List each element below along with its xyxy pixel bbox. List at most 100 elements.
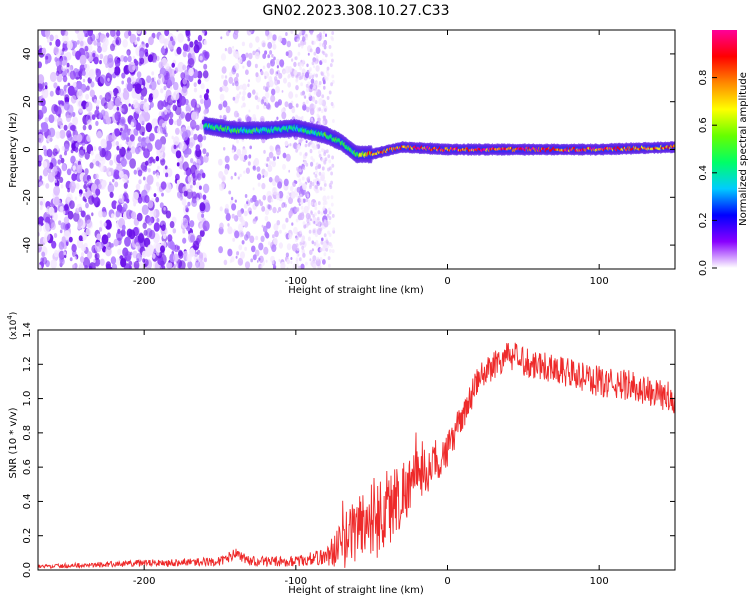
noise-speckle: [248, 52, 253, 60]
noise-speckle: [250, 258, 254, 263]
y-tick-label: 0.4: [22, 493, 33, 509]
noise-speckle: [313, 90, 317, 95]
noise-speckle: [227, 248, 233, 257]
noise-speckle: [59, 129, 66, 139]
noise-speckle: [285, 217, 289, 223]
colorbar-ticks: 0.0 0.2 0.4 0.6 0.8: [698, 70, 717, 276]
noise-speckle: [321, 221, 325, 226]
noise-speckle: [165, 172, 169, 178]
noise-speckle: [329, 248, 332, 253]
noise-speckle: [180, 111, 186, 119]
y-tick-label: 40: [22, 48, 33, 61]
noise-speckle: [242, 102, 246, 108]
noise-speckle: [295, 193, 298, 198]
noise-speckle: [42, 256, 48, 265]
noise-speckle: [111, 140, 116, 147]
noise-speckle: [126, 82, 133, 92]
noise-speckle: [320, 240, 324, 245]
noise-speckle: [317, 224, 321, 229]
noise-speckle: [81, 210, 86, 218]
noise-speckle: [232, 237, 236, 242]
noise-speckle: [306, 217, 310, 224]
noise-speckle: [277, 101, 281, 106]
noise-speckle: [227, 46, 233, 55]
noise-speckle: [300, 263, 305, 269]
noise-speckle: [55, 39, 61, 47]
noise-speckle: [78, 235, 83, 242]
noise-speckle: [272, 43, 277, 50]
noise-speckle: [284, 101, 289, 108]
noise-speckle: [85, 188, 88, 193]
x-tick-label: 100: [590, 576, 609, 587]
spectrogram-data-layer: [38, 30, 675, 269]
noise-speckle: [268, 80, 274, 88]
noise-speckle: [78, 90, 83, 97]
noise-speckle: [104, 219, 112, 230]
noise-speckle: [38, 61, 42, 69]
noise-speckle: [273, 223, 279, 231]
noise-speckle: [264, 75, 267, 80]
noise-speckle: [98, 183, 102, 189]
noise-speckle: [301, 212, 304, 217]
noise-speckle: [59, 206, 64, 213]
noise-speckle: [197, 34, 203, 42]
noise-speckle: [271, 260, 275, 265]
noise-speckle: [218, 158, 223, 166]
noise-speckle: [299, 66, 303, 71]
noise-speckle: [324, 157, 328, 162]
noise-speckle: [254, 63, 258, 69]
noise-speckle: [104, 150, 112, 161]
noise-speckle: [271, 88, 276, 96]
noise-speckle: [99, 220, 103, 225]
noise-speckle: [244, 154, 248, 161]
noise-speckle: [128, 103, 131, 107]
noise-speckle: [98, 146, 102, 152]
x-tick-label: -200: [133, 576, 156, 587]
noise-speckle: [299, 230, 303, 235]
noise-speckle: [147, 216, 153, 226]
noise-speckle: [109, 191, 114, 198]
noise-speckle: [239, 84, 243, 90]
noise-speckle: [199, 122, 204, 130]
noise-speckle: [53, 166, 57, 172]
noise-speckle: [46, 34, 49, 39]
noise-speckle: [330, 195, 334, 200]
noise-speckle: [234, 30, 239, 35]
noise-speckle: [181, 198, 187, 206]
noise-speckle: [71, 244, 77, 253]
noise-speckle: [110, 256, 117, 265]
noise-speckle: [322, 259, 326, 265]
noise-speckle: [120, 258, 127, 268]
noise-speckle: [140, 161, 148, 171]
noise-speckle: [45, 206, 52, 215]
noise-speckle: [133, 169, 137, 175]
noise-speckle: [318, 42, 322, 47]
noise-speckle: [303, 94, 307, 99]
noise-speckle: [66, 62, 70, 68]
noise-speckle: [300, 82, 303, 87]
noise-speckle: [187, 175, 194, 184]
noise-speckle: [227, 223, 230, 227]
noise-speckle: [223, 147, 226, 151]
noise-speckle: [317, 165, 320, 169]
noise-speckle: [60, 157, 65, 164]
noise-speckle: [318, 81, 322, 85]
noise-speckle: [46, 38, 51, 43]
noise-speckle: [222, 100, 228, 108]
noise-speckle: [72, 116, 79, 126]
noise-speckle: [72, 40, 78, 49]
x-tick-label: 0: [444, 576, 450, 587]
noise-speckle: [149, 208, 157, 219]
noise-speckle: [287, 66, 293, 73]
noise-speckle: [160, 181, 167, 190]
noise-speckle: [298, 72, 302, 76]
noise-speckle: [110, 243, 114, 248]
noise-speckle: [324, 41, 327, 46]
noise-speckle: [114, 97, 121, 107]
noise-speckle: [252, 165, 257, 171]
noise-speckle: [161, 158, 164, 163]
noise-speckle: [60, 184, 64, 189]
noise-speckle: [86, 134, 91, 142]
noise-speckle: [68, 236, 73, 243]
noise-speckle: [147, 199, 154, 209]
